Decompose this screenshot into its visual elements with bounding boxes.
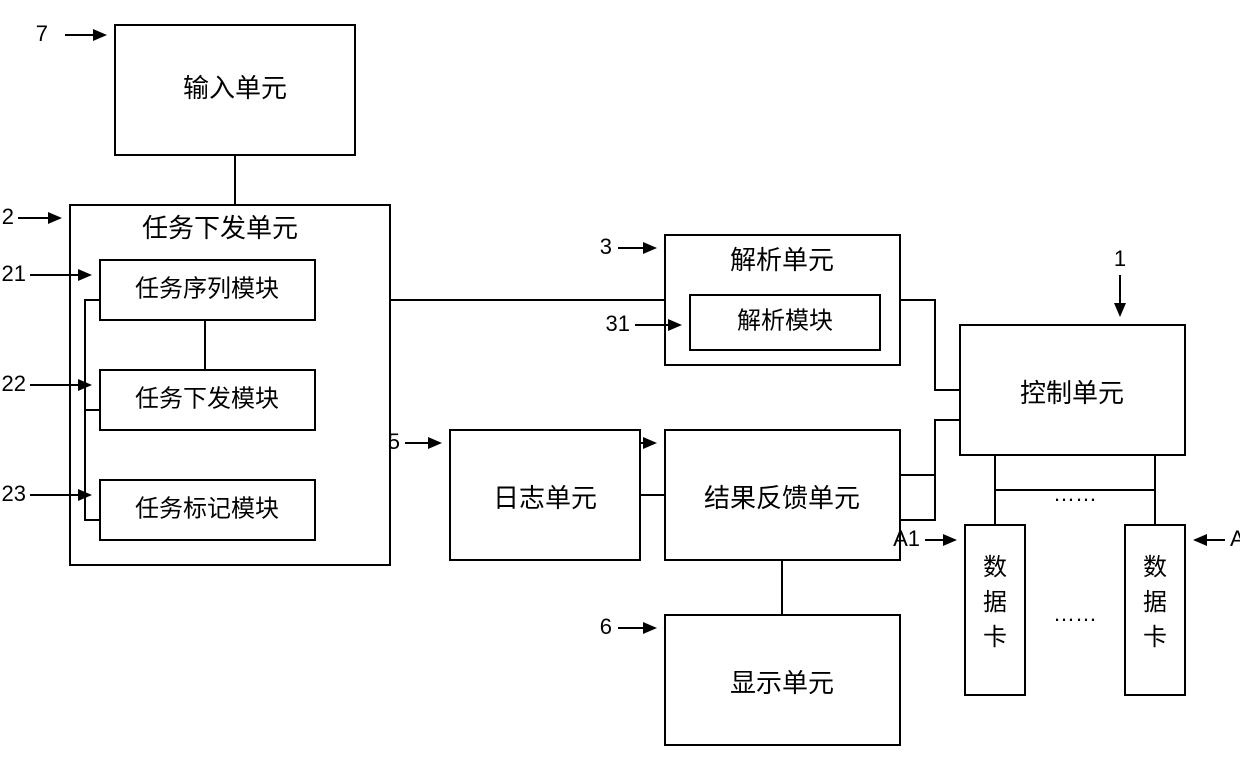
display-unit-box: 显示单元 6 — [600, 614, 900, 745]
input-unit-box: 输入单元 7 — [36, 21, 355, 155]
data-card-right-char3: 卡 — [1143, 624, 1167, 651]
task-seq-module-label: 任务序列模块 — [135, 275, 279, 302]
task-dispatch-unit-label: 任务下发单元 — [142, 213, 298, 243]
edge-parse-to-control — [900, 300, 960, 390]
data-card-right-box: 数 据 卡 A1 — [1125, 525, 1240, 695]
control-unit-label: 控制单元 — [1020, 378, 1124, 408]
ref-a1-right: A1 — [1230, 526, 1240, 551]
ref-21: 21 — [2, 261, 26, 286]
input-unit-label: 输入单元 — [183, 73, 287, 103]
data-card-left-char1: 数 — [983, 554, 1007, 581]
edge-control-to-result-1 — [900, 420, 960, 475]
edge-control-to-result-2 — [900, 475, 935, 520]
display-unit-label: 显示单元 — [730, 668, 834, 698]
task-seq-module-box: 任务序列模块 21 — [2, 260, 315, 320]
task-dispatch-module-label: 任务下发模块 — [135, 385, 279, 412]
ellipsis-bottom: …… — [1053, 601, 1097, 626]
ref-2: 2 — [2, 204, 14, 229]
data-card-left-char3: 卡 — [983, 624, 1007, 651]
ref-23: 23 — [2, 481, 26, 506]
ref-5: 5 — [388, 429, 400, 454]
data-card-left-box: 数 据 卡 A1 — [893, 525, 1025, 695]
result-feedback-label: 结果反馈单元 — [704, 483, 860, 513]
task-dispatch-module-box: 任务下发模块 22 — [2, 370, 315, 430]
data-card-right-char2: 据 — [1143, 589, 1167, 616]
ref-31: 31 — [606, 311, 630, 336]
ref-1: 1 — [1114, 246, 1126, 271]
system-block-diagram: 输入单元 7 任务下发单元 2 任务序列模块 21 任务下发模块 22 任务标记… — [0, 0, 1240, 762]
log-unit-box: 日志单元 5 — [388, 429, 640, 560]
data-card-left-char2: 据 — [983, 589, 1007, 616]
task-mark-module-box: 任务标记模块 23 — [2, 480, 315, 540]
task-mark-module-label: 任务标记模块 — [135, 495, 279, 522]
parse-module-box: 解析模块 31 — [606, 295, 880, 350]
ref-6: 6 — [600, 614, 612, 639]
parse-unit-label: 解析单元 — [730, 245, 834, 275]
data-card-right-char1: 数 — [1143, 554, 1167, 581]
ref-22: 22 — [2, 371, 26, 396]
control-unit-box: 控制单元 1 — [960, 246, 1185, 455]
ellipsis-top: …… — [1053, 481, 1097, 506]
ref-a1-left: A1 — [893, 526, 920, 551]
ref-7: 7 — [36, 21, 48, 46]
parse-module-label: 解析模块 — [737, 307, 833, 334]
log-unit-label: 日志单元 — [493, 483, 597, 513]
ref-3: 3 — [600, 234, 612, 259]
